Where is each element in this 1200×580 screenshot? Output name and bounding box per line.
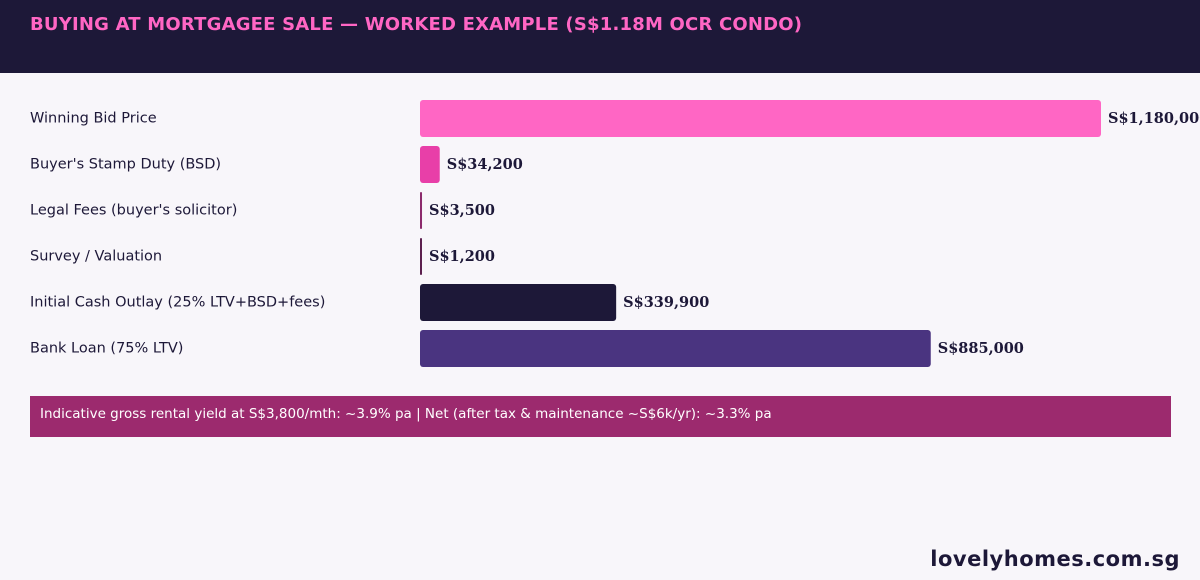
value-label: S$3,500: [429, 202, 495, 219]
category-label: Survey / Valuation: [30, 249, 162, 265]
category-label: Initial Cash Outlay (25% LTV+BSD+fees): [30, 295, 325, 311]
category-label: Winning Bid Price: [30, 111, 157, 127]
value-label: S$339,900: [623, 294, 709, 311]
value-label: S$885,000: [938, 340, 1024, 357]
category-label: Bank Loan (75% LTV): [30, 341, 183, 357]
header-bar: BUYING AT MORTGAGEE SALE — WORKED EXAMPL…: [0, 0, 1200, 73]
value-label: S$1,200: [429, 248, 495, 265]
bar: [420, 146, 440, 183]
bar: [420, 192, 423, 229]
value-label: S$34,200: [447, 156, 523, 173]
value-label: S$1,180,000: [1108, 110, 1200, 127]
bar: [420, 100, 1101, 137]
brand-logo-text: lovelyhomes.com.sg: [930, 547, 1180, 571]
category-label: Legal Fees (buyer's solicitor): [30, 203, 237, 219]
cost-breakdown-bar-chart: Winning Bid Price S$1,180,000 Buyer's Stam…: [30, 100, 1200, 367]
bar: [420, 238, 422, 275]
bar: [420, 330, 931, 367]
page-title: BUYING AT MORTGAGEE SALE — WORKED EXAMPL…: [30, 14, 803, 35]
bar: [420, 284, 617, 321]
rental-yield-note: Indicative gross rental yield at S$3,800…: [30, 396, 1171, 437]
category-label: Buyer's Stamp Duty (BSD): [30, 157, 221, 173]
